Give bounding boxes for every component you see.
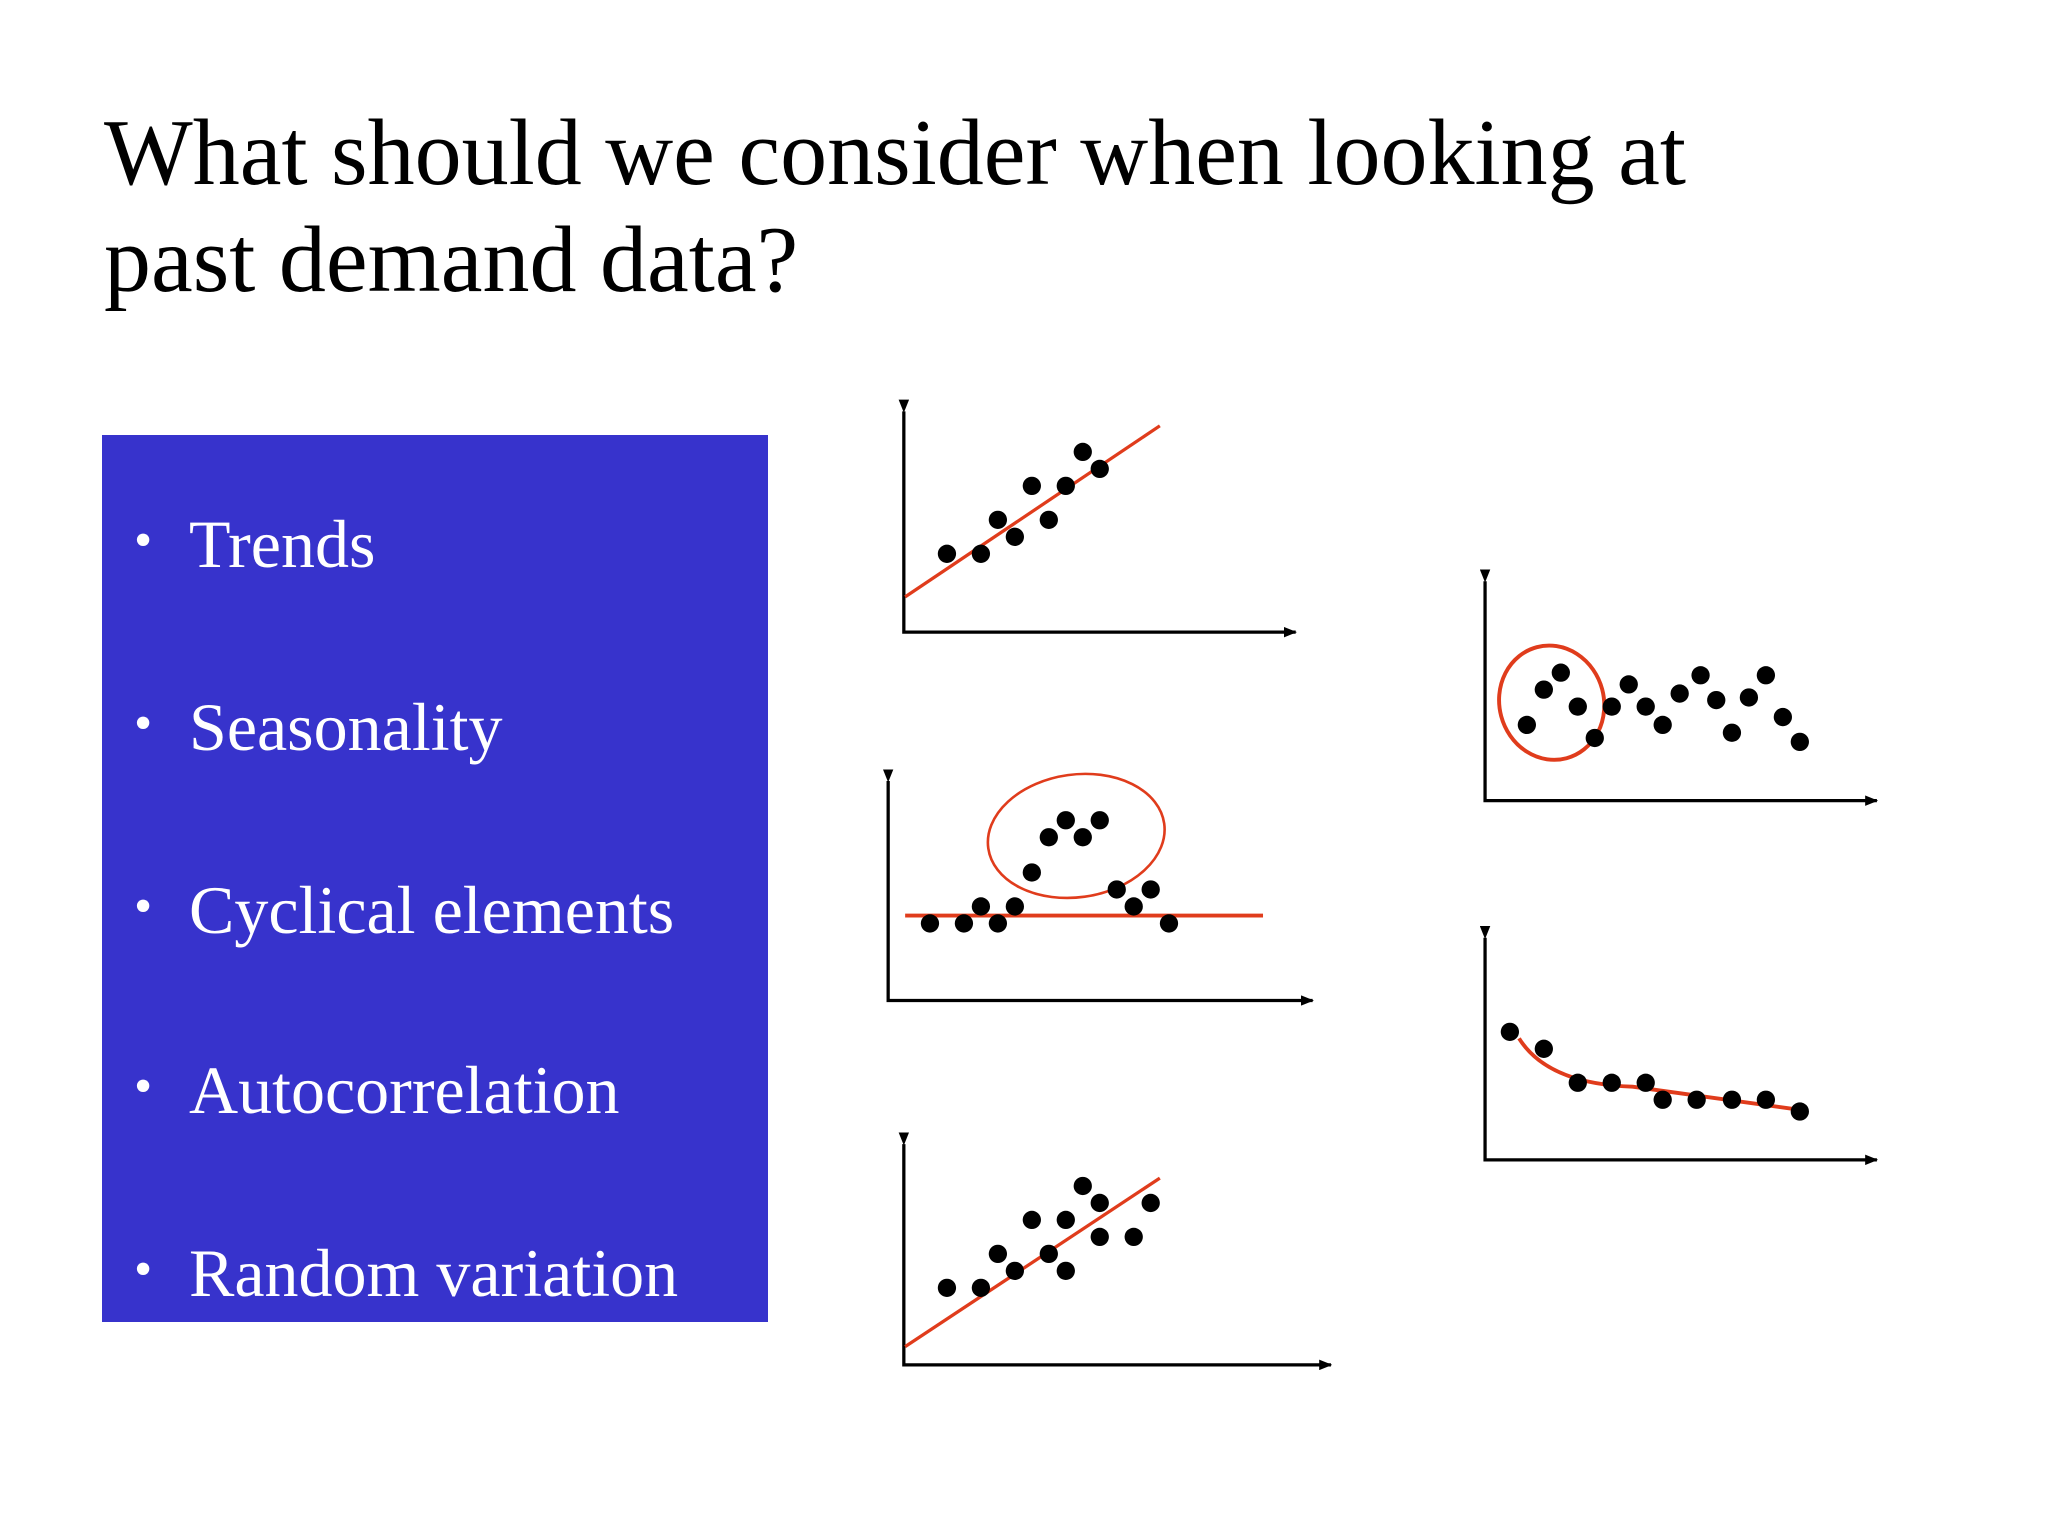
- decay-curve: [1517, 1037, 1803, 1113]
- axes: [1479, 926, 1879, 1166]
- dot: [1602, 1073, 1621, 1092]
- dot: [1056, 476, 1075, 496]
- axes: [1479, 569, 1879, 806]
- trend-line: [904, 424, 1161, 599]
- dot: [920, 914, 940, 933]
- dot: [1517, 715, 1536, 735]
- dot: [1773, 707, 1792, 727]
- dot: [1636, 697, 1655, 716]
- dot: [1056, 811, 1075, 830]
- bullet-item: Random variation: [134, 1234, 678, 1313]
- bullet-item: Autocorrelation: [134, 1051, 619, 1130]
- dot: [1141, 1193, 1160, 1213]
- dot: [1124, 1227, 1143, 1247]
- dot: [1722, 1090, 1742, 1109]
- dot: [1636, 1073, 1655, 1092]
- dot: [1534, 680, 1553, 699]
- dot: [1653, 1090, 1672, 1109]
- dot: [1124, 897, 1143, 916]
- dot: [1090, 811, 1109, 830]
- dot: [1670, 684, 1689, 703]
- dot: [1159, 914, 1179, 933]
- axes: [898, 399, 1297, 638]
- dot: [1022, 1210, 1041, 1230]
- dot: [1691, 666, 1710, 685]
- dot: [1619, 675, 1638, 694]
- bullet-box: Trends Seasonality Cyclical elements Aut…: [102, 435, 768, 1322]
- axes: [882, 769, 1314, 1006]
- dot: [1756, 666, 1776, 685]
- dot: [1790, 1102, 1809, 1121]
- dot: [971, 1278, 991, 1297]
- dot: [971, 897, 991, 916]
- dot: [1141, 880, 1160, 899]
- bullet-item: Trends: [134, 505, 376, 584]
- dot: [1790, 732, 1809, 752]
- dot: [1653, 715, 1672, 735]
- slide-title: What should we consider when looking at …: [104, 100, 1686, 314]
- dot: [937, 1278, 957, 1297]
- dot: [937, 544, 957, 563]
- title-line: What should we consider when looking at: [104, 101, 1686, 205]
- dot: [1722, 723, 1742, 742]
- dot: [1756, 1090, 1776, 1109]
- dot: [1568, 697, 1587, 716]
- season-loop: [1497, 643, 1607, 762]
- dot: [1107, 880, 1126, 899]
- dot: [1056, 1261, 1075, 1280]
- dot: [954, 914, 974, 933]
- dot: [1039, 510, 1058, 529]
- dot: [971, 544, 991, 563]
- trend-line: [904, 1176, 1161, 1348]
- dot: [1739, 688, 1759, 707]
- dot: [1585, 728, 1604, 748]
- dot: [1090, 459, 1109, 479]
- dot: [1073, 828, 1092, 847]
- title-line: past demand data?: [104, 208, 799, 312]
- dot: [988, 1244, 1008, 1264]
- dot: [988, 510, 1008, 529]
- dot: [1039, 828, 1058, 847]
- cycle-loop: [986, 772, 1166, 900]
- dot: [1056, 1210, 1075, 1230]
- dot: [1005, 897, 1024, 916]
- dot: [1039, 1244, 1058, 1264]
- bullet-item: Cyclical elements: [134, 871, 674, 950]
- dot: [1005, 527, 1024, 546]
- dot: [1073, 1176, 1092, 1196]
- dot: [1568, 1073, 1587, 1092]
- dot: [988, 914, 1008, 933]
- axes: [898, 1132, 1333, 1371]
- dot: [1005, 1261, 1024, 1280]
- bullet-item: Seasonality: [134, 688, 502, 767]
- dot: [1090, 1227, 1109, 1247]
- dot: [1500, 1022, 1520, 1041]
- dot: [1090, 1193, 1109, 1213]
- dot: [1022, 863, 1041, 882]
- dot: [1602, 697, 1621, 716]
- dot: [1534, 1039, 1553, 1058]
- dot: [1073, 442, 1092, 462]
- dot: [1551, 663, 1570, 682]
- dot: [1687, 1090, 1706, 1109]
- dot: [1707, 690, 1726, 710]
- dot: [1022, 476, 1041, 496]
